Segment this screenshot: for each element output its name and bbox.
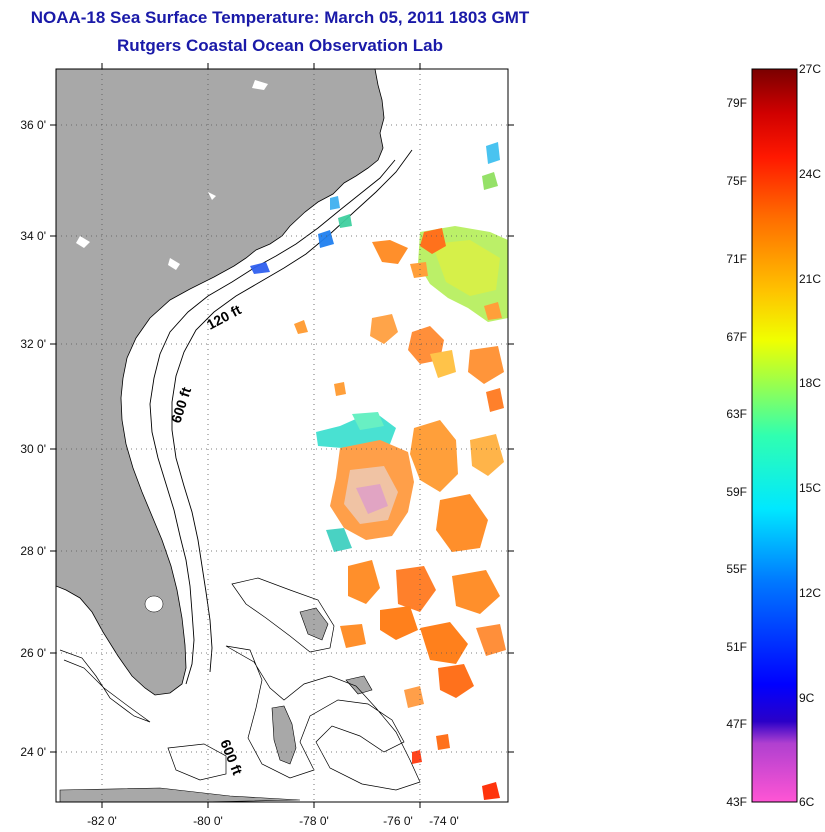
map-frame [55,68,509,803]
cbar-c-9: 9C [799,691,815,705]
cbar-f-59: 59F [726,485,747,499]
lon-label-82: -82 0' [87,814,117,828]
land-mainland [56,69,385,696]
cbar-f-43: 43F [726,795,747,809]
contour-label-600ft-south: 600 ft [217,737,246,777]
cbar-f-79: 79F [726,96,747,110]
colorbar [751,68,798,803]
lon-label-76: -76 0' [383,814,413,828]
cbar-c-27: 27C [799,62,822,76]
lake-okeechobee [144,595,164,613]
cbar-f-47: 47F [726,717,747,731]
lat-label-28: 28 0' [20,544,46,558]
graticule [56,69,508,802]
lat-label-26: 26 0' [20,646,46,660]
cbar-f-51: 51F [726,640,747,654]
contour-label-600ft-north: 600 ft [168,385,195,425]
cbar-c-12: 12C [799,586,822,600]
cbar-f-67: 67F [726,330,747,344]
land-andros [271,705,297,765]
lat-label-32: 32 0' [20,337,46,351]
cbar-c-18: 18C [799,376,822,390]
lon-label-74: -74 0' [429,814,459,828]
lat-label-36: 36 0' [20,118,46,132]
lat-label-30: 30 0' [20,442,46,456]
cbar-f-55: 55F [726,562,747,576]
contour-120ft [149,159,396,685]
lat-label-34: 34 0' [20,229,46,243]
cbar-f-75: 75F [726,174,747,188]
lat-label-24: 24 0' [20,745,46,759]
cbar-f-71: 71F [726,252,747,266]
cbar-c-15: 15C [799,481,822,495]
lon-label-78: -78 0' [299,814,329,828]
cbar-c-24: 24C [799,167,822,181]
contour-label-120ft: 120 ft [204,301,244,332]
cbar-f-63: 63F [726,407,747,421]
cbar-c-21: 21C [799,272,822,286]
map-title: NOAA-18 Sea Surface Temperature: March 0… [30,8,530,27]
cbar-c-6: 6C [799,795,815,809]
contour-600ft [171,149,413,673]
map-subtitle: Rutgers Coastal Ocean Observation Lab [117,36,443,55]
sst-data [250,142,508,800]
lon-label-80: -80 0' [193,814,223,828]
